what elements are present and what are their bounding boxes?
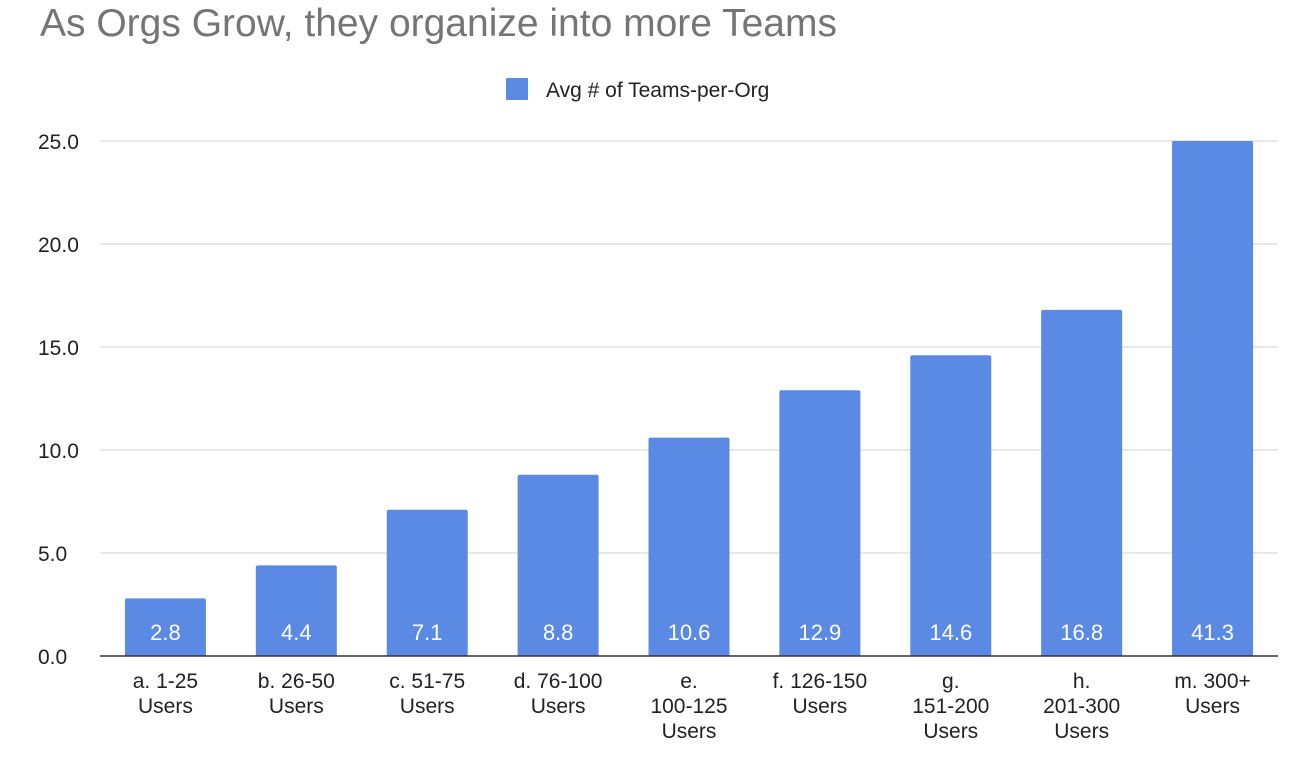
bars: [124, 141, 1254, 656]
y-tick-label: 10.0: [38, 440, 79, 463]
data-labels: 2.8 4.4 7.1 8.8 10.6 12.9 14.6 16.8 41.3: [150, 620, 1234, 645]
x-category-label-line: b. 26-50: [258, 670, 335, 693]
legend-label: Avg # of Teams-per-Org: [546, 79, 769, 102]
x-category-label: m. 300+ Users: [1174, 670, 1250, 718]
y-tick-label: 25.0: [38, 131, 79, 154]
x-category-label-line: e.: [680, 670, 698, 693]
bar[interactable]: [648, 437, 730, 656]
bar[interactable]: [517, 474, 599, 656]
x-category-label-line: Users: [531, 695, 586, 718]
x-category-label-line: 151-200: [912, 695, 989, 718]
bar[interactable]: [1041, 309, 1123, 656]
y-tick-label: 15.0: [38, 337, 79, 360]
x-category-label: a. 1-25 Users: [133, 670, 198, 718]
y-tick-label: 5.0: [38, 543, 67, 566]
x-category-label-line: 201-300: [1043, 695, 1120, 718]
x-category-label-line: Users: [923, 720, 978, 743]
x-category-label-line: h.: [1073, 670, 1091, 693]
legend[interactable]: Avg # of Teams-per-Org: [506, 78, 769, 102]
y-axis-ticks: 0.0 5.0 10.0 15.0 20.0 25.0: [38, 131, 79, 669]
x-category-label: e. 100-125 Users: [650, 670, 727, 743]
x-category-label-line: g.: [942, 670, 960, 693]
bar-data-label: 2.8: [150, 620, 181, 645]
bar-data-label: 41.3: [1191, 620, 1234, 645]
x-category-label-line: f. 126-150: [773, 670, 868, 693]
bar-data-label: 4.4: [281, 620, 312, 645]
legend-swatch: [506, 78, 528, 100]
x-category-label-line: 100-125: [650, 695, 727, 718]
bar[interactable]: [910, 355, 992, 656]
bar-data-label: 7.1: [412, 620, 443, 645]
x-category-label: d. 76-100 Users: [514, 670, 603, 718]
x-category-label-line: Users: [138, 695, 193, 718]
x-category-label-line: Users: [1054, 720, 1109, 743]
x-category-label-line: Users: [792, 695, 847, 718]
x-category-label-line: Users: [400, 695, 455, 718]
bar[interactable]: [779, 390, 861, 656]
x-category-label: h. 201-300 Users: [1043, 670, 1120, 743]
y-tick-label: 20.0: [38, 234, 79, 257]
x-category-label: g. 151-200 Users: [912, 670, 989, 743]
bar-data-label: 14.6: [929, 620, 972, 645]
x-category-label: c. 51-75 Users: [389, 670, 465, 718]
x-category-label: b. 26-50 Users: [258, 670, 335, 718]
bar-data-label: 10.6: [668, 620, 711, 645]
x-category-label: f. 126-150 Users: [773, 670, 868, 718]
bar-data-label: 12.9: [798, 620, 841, 645]
x-category-label-line: m. 300+: [1174, 670, 1250, 693]
x-category-label-line: Users: [662, 720, 717, 743]
x-category-label-line: Users: [269, 695, 324, 718]
bar[interactable]: [1172, 141, 1254, 656]
bar-data-label: 8.8: [543, 620, 574, 645]
bar[interactable]: [124, 598, 206, 656]
bar-data-label: 16.8: [1060, 620, 1103, 645]
chart-title: As Orgs Grow, they organize into more Te…: [40, 2, 837, 45]
x-category-label-line: d. 76-100: [514, 670, 603, 693]
bar[interactable]: [255, 565, 337, 656]
x-category-label-line: Users: [1185, 695, 1240, 718]
y-tick-label: 0.0: [38, 646, 67, 669]
bar[interactable]: [386, 509, 468, 656]
x-category-label-line: c. 51-75: [389, 670, 465, 693]
x-category-label-line: a. 1-25: [133, 670, 198, 693]
